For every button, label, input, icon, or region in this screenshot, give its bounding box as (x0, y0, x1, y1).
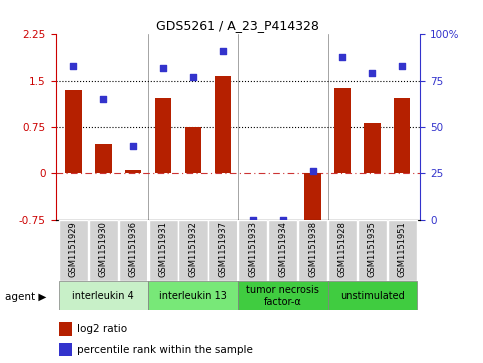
FancyBboxPatch shape (148, 281, 238, 310)
FancyBboxPatch shape (59, 220, 88, 281)
Text: GSM1151936: GSM1151936 (129, 221, 138, 277)
Bar (59, 322, 72, 336)
Point (279, 217, 286, 223)
FancyBboxPatch shape (327, 281, 417, 310)
Text: GSM1151933: GSM1151933 (248, 221, 257, 277)
FancyBboxPatch shape (89, 220, 118, 281)
Point (339, 54, 346, 60)
Title: GDS5261 / A_23_P414328: GDS5261 / A_23_P414328 (156, 19, 319, 32)
Point (70, 63, 77, 69)
Bar (155, 98, 171, 173)
Text: GSM1151931: GSM1151931 (158, 221, 168, 277)
Bar (215, 76, 231, 173)
Point (309, 168, 316, 174)
Point (249, 217, 256, 223)
Bar (95, 144, 112, 173)
FancyBboxPatch shape (358, 220, 387, 281)
Text: GSM1151932: GSM1151932 (188, 221, 198, 277)
Text: GSM1151928: GSM1151928 (338, 221, 347, 277)
Text: log2 ratio: log2 ratio (77, 324, 128, 334)
Point (189, 74, 197, 80)
FancyBboxPatch shape (388, 220, 417, 281)
Text: unstimulated: unstimulated (340, 291, 405, 301)
FancyBboxPatch shape (328, 220, 357, 281)
Text: interleukin 13: interleukin 13 (159, 291, 227, 301)
FancyBboxPatch shape (238, 220, 268, 281)
Bar (59, 343, 72, 356)
Bar (185, 127, 201, 173)
FancyBboxPatch shape (119, 220, 148, 281)
Text: GSM1151934: GSM1151934 (278, 221, 287, 277)
Point (159, 65, 167, 71)
Text: GSM1151951: GSM1151951 (398, 221, 407, 277)
Text: GSM1151929: GSM1151929 (69, 221, 78, 277)
Bar (65, 90, 82, 173)
Bar (394, 98, 411, 173)
Bar (304, 173, 321, 220)
Text: agent ▶: agent ▶ (5, 291, 46, 302)
Bar (334, 88, 351, 173)
Text: GSM1151930: GSM1151930 (99, 221, 108, 277)
Text: tumor necrosis
factor-α: tumor necrosis factor-α (246, 285, 319, 307)
FancyBboxPatch shape (238, 281, 327, 310)
FancyBboxPatch shape (268, 220, 298, 281)
Point (398, 63, 406, 69)
FancyBboxPatch shape (58, 281, 148, 310)
Bar (364, 123, 381, 173)
Point (99, 97, 107, 102)
FancyBboxPatch shape (178, 220, 208, 281)
Point (369, 70, 376, 76)
Text: interleukin 4: interleukin 4 (72, 291, 134, 301)
Point (219, 48, 227, 54)
FancyBboxPatch shape (148, 220, 178, 281)
Text: GSM1151938: GSM1151938 (308, 221, 317, 277)
Point (129, 143, 137, 148)
Text: percentile rank within the sample: percentile rank within the sample (77, 345, 253, 355)
Bar (125, 170, 142, 173)
FancyBboxPatch shape (208, 220, 238, 281)
FancyBboxPatch shape (298, 220, 327, 281)
Text: GSM1151937: GSM1151937 (218, 221, 227, 277)
Text: GSM1151935: GSM1151935 (368, 221, 377, 277)
